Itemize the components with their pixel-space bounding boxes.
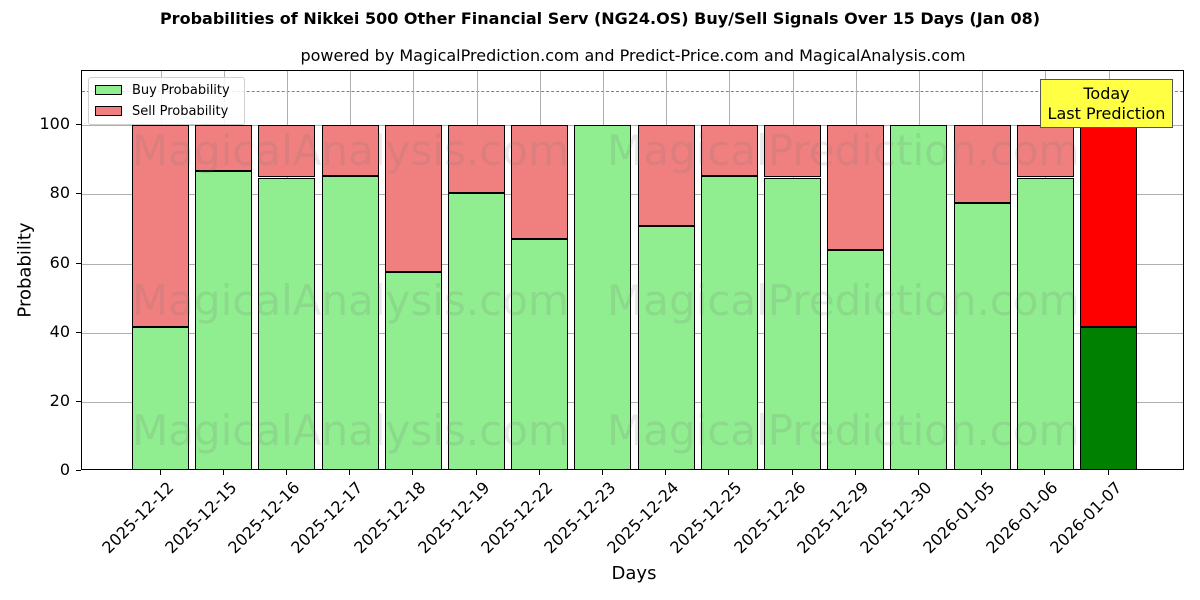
buy-segment xyxy=(258,177,316,469)
buy-segment xyxy=(321,176,379,469)
plot-area: MagicalAnalysis.comMagicalPrediction.com… xyxy=(81,70,1184,470)
legend: Buy Probability Sell Probability xyxy=(88,77,245,125)
buy-segment xyxy=(700,176,758,469)
bar-2025-12-23 xyxy=(574,71,632,469)
bar-2025-12-18 xyxy=(384,71,442,469)
buy-segment xyxy=(384,271,442,469)
x-tick-mark xyxy=(285,470,287,475)
bar-2025-12-26 xyxy=(764,71,821,469)
bar-2025-12-15 xyxy=(195,71,253,469)
buy-segment xyxy=(890,125,948,469)
x-tick-mark xyxy=(1044,470,1046,475)
x-tick-mark xyxy=(917,470,919,475)
y-tick-mark xyxy=(76,262,81,264)
sell-swatch-icon xyxy=(95,106,122,116)
sell-segment xyxy=(511,125,569,240)
x-tick-mark xyxy=(665,470,667,475)
bar-2025-12-30 xyxy=(890,71,948,469)
x-tick-mark xyxy=(159,470,161,475)
chart-subtitle: powered by MagicalPrediction.com and Pre… xyxy=(300,46,966,65)
bar-2025-12-19 xyxy=(448,71,505,469)
bar-2026-01-07 xyxy=(1080,71,1137,469)
x-axis-label: Days xyxy=(611,563,657,584)
sell-segment xyxy=(195,125,253,171)
x-tick-mark xyxy=(854,470,856,475)
bar-2026-01-05 xyxy=(953,71,1011,469)
bar-2025-12-16 xyxy=(258,71,316,469)
grid-line-horizontal xyxy=(82,332,1183,334)
today-annotation: Today Last Prediction xyxy=(1040,79,1173,128)
legend-item-buy: Buy Probability xyxy=(95,82,230,98)
buy-segment xyxy=(511,239,569,469)
bar-2025-12-12 xyxy=(132,71,189,469)
buy-segment xyxy=(827,250,885,469)
annotation-line-2: Last Prediction xyxy=(1047,104,1166,123)
y-tick-label: 40 xyxy=(49,321,70,341)
sell-segment xyxy=(448,125,505,193)
legend-sell-label: Sell Probability xyxy=(132,103,229,119)
bar-2025-12-22 xyxy=(511,71,569,469)
buy-segment xyxy=(448,192,505,469)
y-tick-mark xyxy=(76,400,81,402)
sell-segment xyxy=(764,125,821,178)
buy-swatch-icon xyxy=(95,85,122,95)
bar-2025-12-17 xyxy=(321,71,379,469)
buy-segment xyxy=(764,177,821,469)
bar-2025-12-24 xyxy=(637,71,695,469)
x-tick-mark xyxy=(1107,470,1109,475)
x-tick-mark xyxy=(601,470,603,475)
sell-segment xyxy=(637,125,695,226)
sell-segment xyxy=(321,125,379,177)
buy-segment xyxy=(1080,326,1137,469)
sell-segment xyxy=(700,125,758,177)
buy-segment xyxy=(1016,177,1074,469)
x-tick-mark xyxy=(475,470,477,475)
y-tick-label: 60 xyxy=(49,252,70,272)
buy-segment xyxy=(953,202,1011,469)
sell-segment xyxy=(1016,125,1074,178)
y-tick-mark xyxy=(76,193,81,195)
x-tick-mark xyxy=(538,470,540,475)
bar-2026-01-06 xyxy=(1016,71,1074,469)
y-tick-label: 20 xyxy=(49,390,70,410)
grid-line-horizontal xyxy=(82,125,1183,127)
x-tick-mark xyxy=(981,470,983,475)
y-tick-label: 0 xyxy=(59,460,70,479)
x-tick-mark xyxy=(222,470,224,475)
y-tick-mark xyxy=(76,331,81,333)
buy-segment xyxy=(195,170,253,469)
legend-buy-label: Buy Probability xyxy=(132,82,230,98)
legend-item-sell: Sell Probability xyxy=(95,103,228,119)
x-tick-mark xyxy=(412,470,414,475)
reference-dashed-line xyxy=(82,90,1183,92)
y-tick-mark xyxy=(76,470,81,471)
sell-segment xyxy=(258,125,316,178)
grid-line-horizontal xyxy=(82,194,1183,196)
sell-segment xyxy=(827,125,885,251)
sell-segment xyxy=(953,125,1011,203)
x-tick-mark xyxy=(791,470,793,475)
grid-line-horizontal xyxy=(82,401,1183,403)
sell-segment xyxy=(132,125,189,327)
y-tick-label: 100 xyxy=(39,114,70,134)
chart-title: Probabilities of Nikkei 500 Other Financ… xyxy=(159,9,1041,28)
bar-2025-12-25 xyxy=(700,71,758,469)
x-tick-mark xyxy=(349,470,351,475)
annotation-line-1: Today xyxy=(1083,84,1130,103)
sell-segment xyxy=(1080,125,1137,327)
buy-segment xyxy=(637,225,695,469)
bar-2025-12-29 xyxy=(827,71,885,469)
buy-segment xyxy=(132,326,189,469)
y-tick-label: 80 xyxy=(49,183,70,203)
x-tick-mark xyxy=(728,470,730,475)
buy-segment xyxy=(574,125,632,469)
y-tick-mark xyxy=(76,124,81,126)
grid-line-horizontal xyxy=(82,263,1183,265)
sell-segment xyxy=(384,125,442,272)
